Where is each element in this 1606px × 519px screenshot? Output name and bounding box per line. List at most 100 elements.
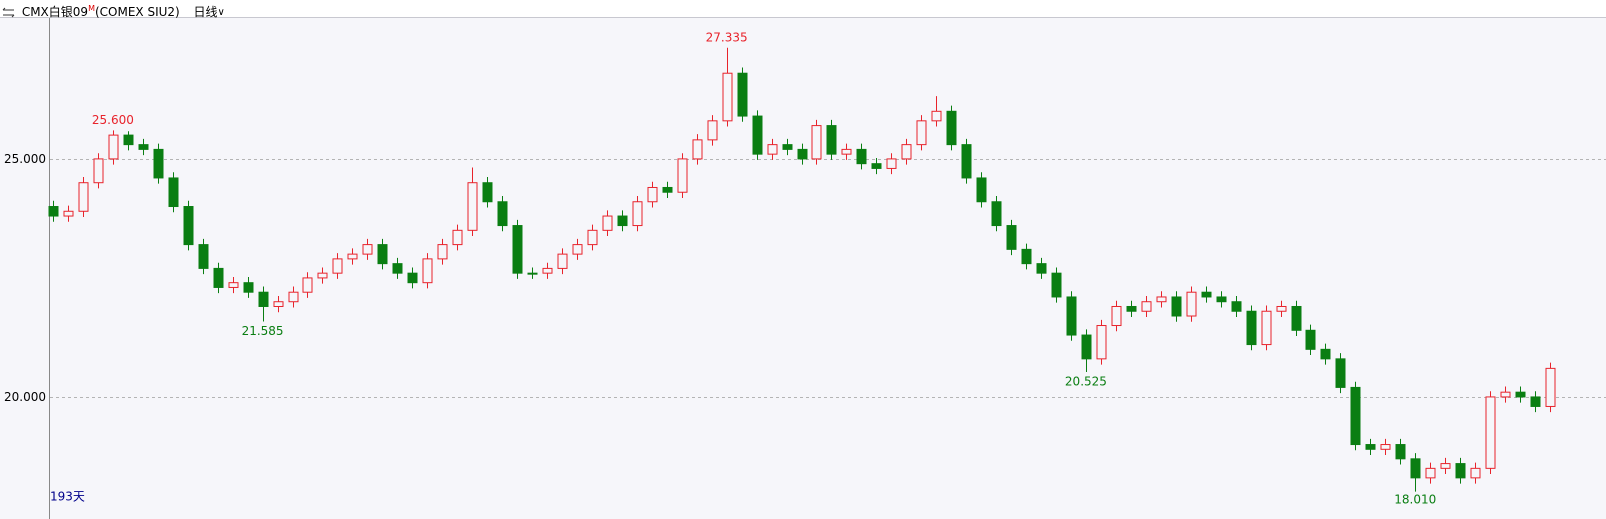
candle-body — [527, 272, 538, 275]
candle-body — [946, 110, 957, 146]
candle-body — [1066, 296, 1077, 336]
candle-body — [557, 253, 568, 269]
candle-body — [662, 186, 673, 193]
candle-body — [1111, 305, 1122, 327]
candle-body — [1380, 444, 1391, 450]
candle-body — [1515, 391, 1526, 398]
min-label: 20.525 — [1065, 374, 1107, 388]
candle-body — [602, 215, 613, 231]
day-count: 193天 — [50, 490, 85, 504]
candle-body — [1440, 463, 1451, 469]
candle-body — [1410, 458, 1421, 479]
candle-body — [1335, 358, 1346, 388]
candle-body — [377, 244, 388, 265]
y-tick-label: 25.000 — [4, 152, 46, 166]
candle-body — [961, 144, 972, 179]
candle-body — [901, 144, 912, 160]
symbol-name: CMX白银09 — [21, 5, 89, 19]
candle-body — [856, 148, 867, 165]
candle-body — [1096, 325, 1107, 360]
candle-body — [1470, 467, 1481, 479]
chart: 193天 20.000 25.000 25.600 27.335 21.585 20.52… — [4, 18, 1606, 519]
candle-body — [1545, 367, 1556, 407]
candle-body — [422, 258, 433, 284]
candle-body — [123, 134, 134, 146]
candle-body — [1141, 301, 1152, 312]
candle-body — [1156, 296, 1167, 303]
candle-body — [78, 182, 89, 212]
candle-body — [437, 244, 448, 260]
candle-body — [288, 291, 299, 303]
candle-body — [692, 139, 703, 160]
candle-body — [512, 225, 523, 274]
candle-body — [991, 201, 1002, 227]
header-bar: CMX白银09M(COMEX SIU2) 日线∨ — [0, 0, 1606, 21]
min-label: 21.585 — [242, 324, 284, 338]
max-label: 25.600 — [92, 113, 134, 127]
candle-body — [1305, 329, 1316, 350]
candle-body — [1186, 291, 1197, 317]
candle-body — [647, 186, 658, 203]
candle-body — [392, 263, 403, 274]
candle-body — [467, 182, 478, 231]
candle-body — [1081, 334, 1092, 360]
candle-body — [1291, 305, 1302, 331]
min-label: 18.010 — [1394, 493, 1436, 507]
candle-body — [362, 244, 373, 255]
candle-body — [63, 210, 74, 217]
symbol-code: (COMEX SIU2) — [94, 5, 180, 19]
candle-body — [93, 158, 104, 184]
candle-body — [1455, 463, 1466, 479]
y-tick-label: 20.000 — [4, 390, 46, 404]
candle-body — [1171, 296, 1182, 317]
candle-body — [1320, 348, 1331, 360]
candle-body — [213, 267, 224, 288]
candle-body — [1276, 305, 1287, 312]
symbol-flag: M — [88, 4, 95, 13]
candle-body — [841, 148, 852, 155]
candle-body — [258, 291, 269, 307]
candle-body — [407, 272, 418, 284]
candle-body — [302, 277, 313, 293]
candle-body — [1425, 467, 1436, 479]
candle-body — [1216, 296, 1227, 303]
candle-body — [138, 144, 149, 150]
candle-body — [273, 301, 284, 307]
candle-body — [617, 215, 628, 227]
candle-body — [677, 158, 688, 193]
candle-body — [587, 229, 598, 246]
candle-body — [482, 182, 493, 203]
candle-body — [797, 148, 808, 160]
candle-body — [1261, 310, 1272, 346]
candle-body — [737, 72, 748, 117]
candle-body — [826, 125, 837, 155]
candle-body — [183, 206, 194, 246]
dropdown-arrow[interactable]: ∨ — [217, 7, 225, 18]
candle-body — [871, 163, 882, 169]
candle-body — [108, 134, 119, 160]
candle-body — [632, 201, 643, 227]
candle-body — [931, 110, 942, 122]
candle-body — [228, 282, 239, 288]
switch-icon[interactable] — [0, 4, 18, 21]
candle-body — [1395, 444, 1406, 460]
candle-body — [1201, 291, 1212, 298]
candle-body — [1500, 391, 1511, 398]
candle-body — [452, 229, 463, 246]
candle-body — [811, 125, 822, 160]
period-selector[interactable]: 日线 — [193, 5, 218, 19]
candle-body — [1006, 225, 1017, 250]
candle-body — [722, 72, 733, 122]
candle-body — [347, 253, 358, 260]
candle-body — [1036, 263, 1047, 274]
candle-body — [707, 120, 718, 141]
candle-body — [1021, 248, 1032, 265]
candle-body — [48, 206, 59, 217]
candle-body — [153, 148, 164, 179]
candle-body — [542, 267, 553, 274]
candle-body — [916, 120, 927, 146]
candle-body — [976, 177, 987, 203]
candle-body — [886, 158, 897, 169]
max-label: 27.335 — [706, 30, 748, 44]
candle-body — [198, 244, 209, 269]
